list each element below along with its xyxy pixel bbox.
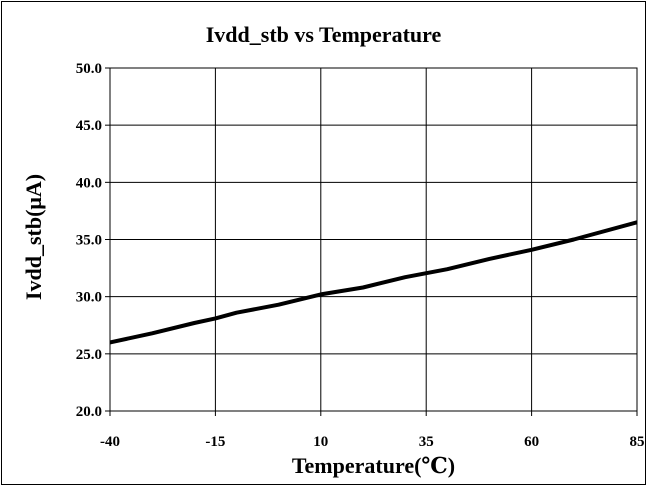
tick-labels: 20.0 25.0 30.0 35.0 40.0 45.0 50.0 -40 -15 10 35 60…	[76, 61, 645, 450]
y-tick-label: 20.0	[76, 404, 102, 420]
x-axis-title: Temperature(℃)	[291, 453, 456, 478]
x-tick-label: 60	[524, 434, 539, 450]
y-tick-label: 45.0	[76, 118, 102, 134]
y-tick-label: 40.0	[76, 175, 102, 191]
x-tick-label: -40	[100, 434, 120, 450]
y-tick-label: 25.0	[76, 347, 102, 363]
x-tick-label: -15	[205, 434, 225, 450]
y-tick-label: 50.0	[76, 61, 102, 77]
series-line-0	[109, 220, 638, 345]
x-tick-label: 85	[630, 434, 645, 450]
x-tick-label: 10	[313, 434, 328, 450]
series-layer	[109, 220, 638, 345]
y-tick-label: 35.0	[76, 233, 102, 249]
x-tick-label: 35	[419, 434, 434, 450]
plot-border	[109, 67, 638, 412]
chart-title: Ivdd_stb vs Temperature	[205, 22, 442, 47]
y-tick-label: 30.0	[76, 290, 102, 306]
